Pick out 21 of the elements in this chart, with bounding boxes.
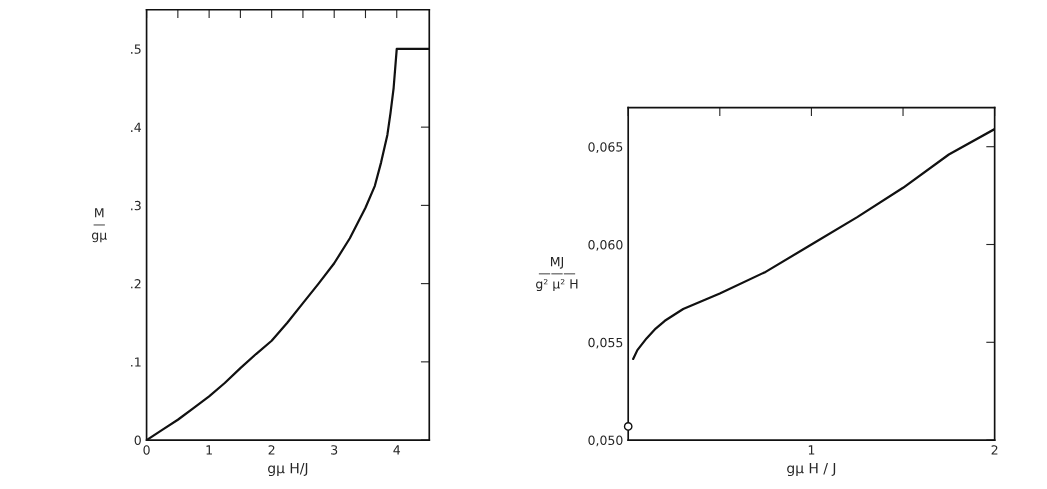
y-tick-label: 0,060: [588, 239, 623, 251]
y-axis-title: MJ ——— g² μ² H: [536, 257, 578, 292]
y-tick-label: .5: [131, 44, 141, 54]
x-tick-label: 1: [206, 445, 212, 455]
x-tick-label: 4: [393, 445, 401, 455]
x-tick-label: 1: [808, 445, 815, 455]
x-tick-label: 2: [991, 445, 998, 455]
x-tick-label: 3: [331, 445, 338, 455]
y-tick-label: 0,065: [588, 142, 623, 153]
y-tick-label: .2: [131, 279, 141, 289]
x-tick-label: 0: [143, 445, 150, 455]
x-tick-label: 2: [268, 445, 275, 455]
y-tick-label: 0,050: [588, 435, 623, 447]
y-axis-title: M — gμ: [91, 208, 107, 243]
y-tick-label: 0: [134, 435, 141, 446]
y-tick-label: 0,055: [588, 337, 623, 349]
x-axis-title: gμ H/J: [268, 463, 308, 477]
y-tick-label: .4: [131, 122, 142, 132]
x-axis-title: gμ H / J: [787, 463, 836, 477]
y-tick-label: .3: [131, 200, 141, 211]
y-tick-label: .1: [131, 357, 141, 367]
